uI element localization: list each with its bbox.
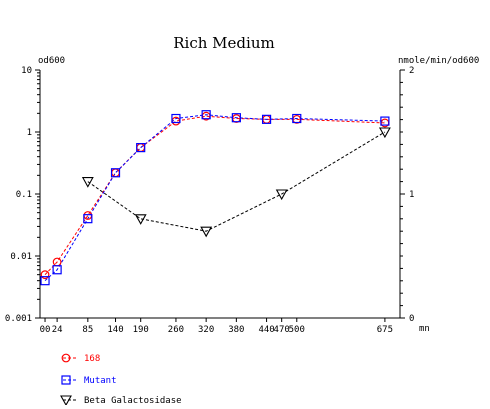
x-tick-label: 00 [40,325,51,335]
data-point-series-1 [231,113,241,123]
data-point-series-0 [111,168,120,178]
data-point-series-2 [275,189,288,201]
x-tick-label: 260 [168,325,184,335]
series-line-0 [44,115,385,276]
data-point-series-2 [200,226,213,238]
x-tick-label: 380 [228,325,244,335]
data-point-series-2 [378,127,391,139]
data-point-series-1 [83,214,93,224]
y-left-tick-label: 0.001 [5,314,32,324]
legend-marker-1 [61,375,71,385]
data-point-series-0 [40,270,50,280]
data-point-series-1 [52,265,62,275]
legend-label-0: 168 [84,354,100,364]
series-lines [44,114,386,282]
y-left-tick-label: 0.01 [10,252,32,262]
legend: 168 Mutant Beta Galactosidase [60,353,182,407]
data-point-series-2 [134,214,147,225]
axes: 0.001 0.01 0.1 1 10 0 1 2 00 24 85 140 190 260 320 380 4… [5,66,415,335]
x-axis-label: mn [419,324,430,334]
x-tick-label: 85 [82,325,93,335]
x-tick-label: 320 [198,325,214,335]
legend-marker-0 [61,353,71,363]
y-right-tick-label: 0 [409,314,414,324]
data-point-series-1 [171,113,181,124]
data-point-series-2 [81,177,94,188]
x-tick-label: 24 [52,325,63,335]
y-axis-right-label: nmole/min/od600 [398,56,479,66]
legend-marker-2 [60,395,72,407]
data-point-series-1 [261,114,272,124]
data-point-series-1 [40,276,50,286]
x-tick-label: 440 [258,325,274,335]
series-line-2 [87,131,386,232]
data-point-series-1 [292,113,302,124]
legend-label-2: Beta Galactosidase [84,396,182,405]
x-tick-label: 190 [133,325,149,335]
x-tick-label: 470 [274,325,290,335]
y-left-tick-label: 1 [27,128,32,138]
data-point-series-1 [201,110,211,120]
y-left-tick-label: 0.1 [16,190,32,200]
x-tick-label: 675 [377,325,393,335]
series-markers [40,110,391,286]
y-axis-left-label: od600 [38,56,65,66]
data-point-series-1 [380,116,390,126]
data-point-series-1 [110,168,121,178]
x-tick-label: 140 [107,325,123,335]
y-right-tick-label: 1 [409,190,414,200]
y-right-tick-label: 2 [409,66,414,76]
chart-title: Rich Medium [173,34,274,52]
series-line-1 [44,114,385,282]
x-tick-label: 500 [289,325,305,335]
y-left-tick-label: 10 [21,66,32,76]
data-point-series-1 [136,143,146,153]
legend-label-1: Mutant [84,376,117,386]
